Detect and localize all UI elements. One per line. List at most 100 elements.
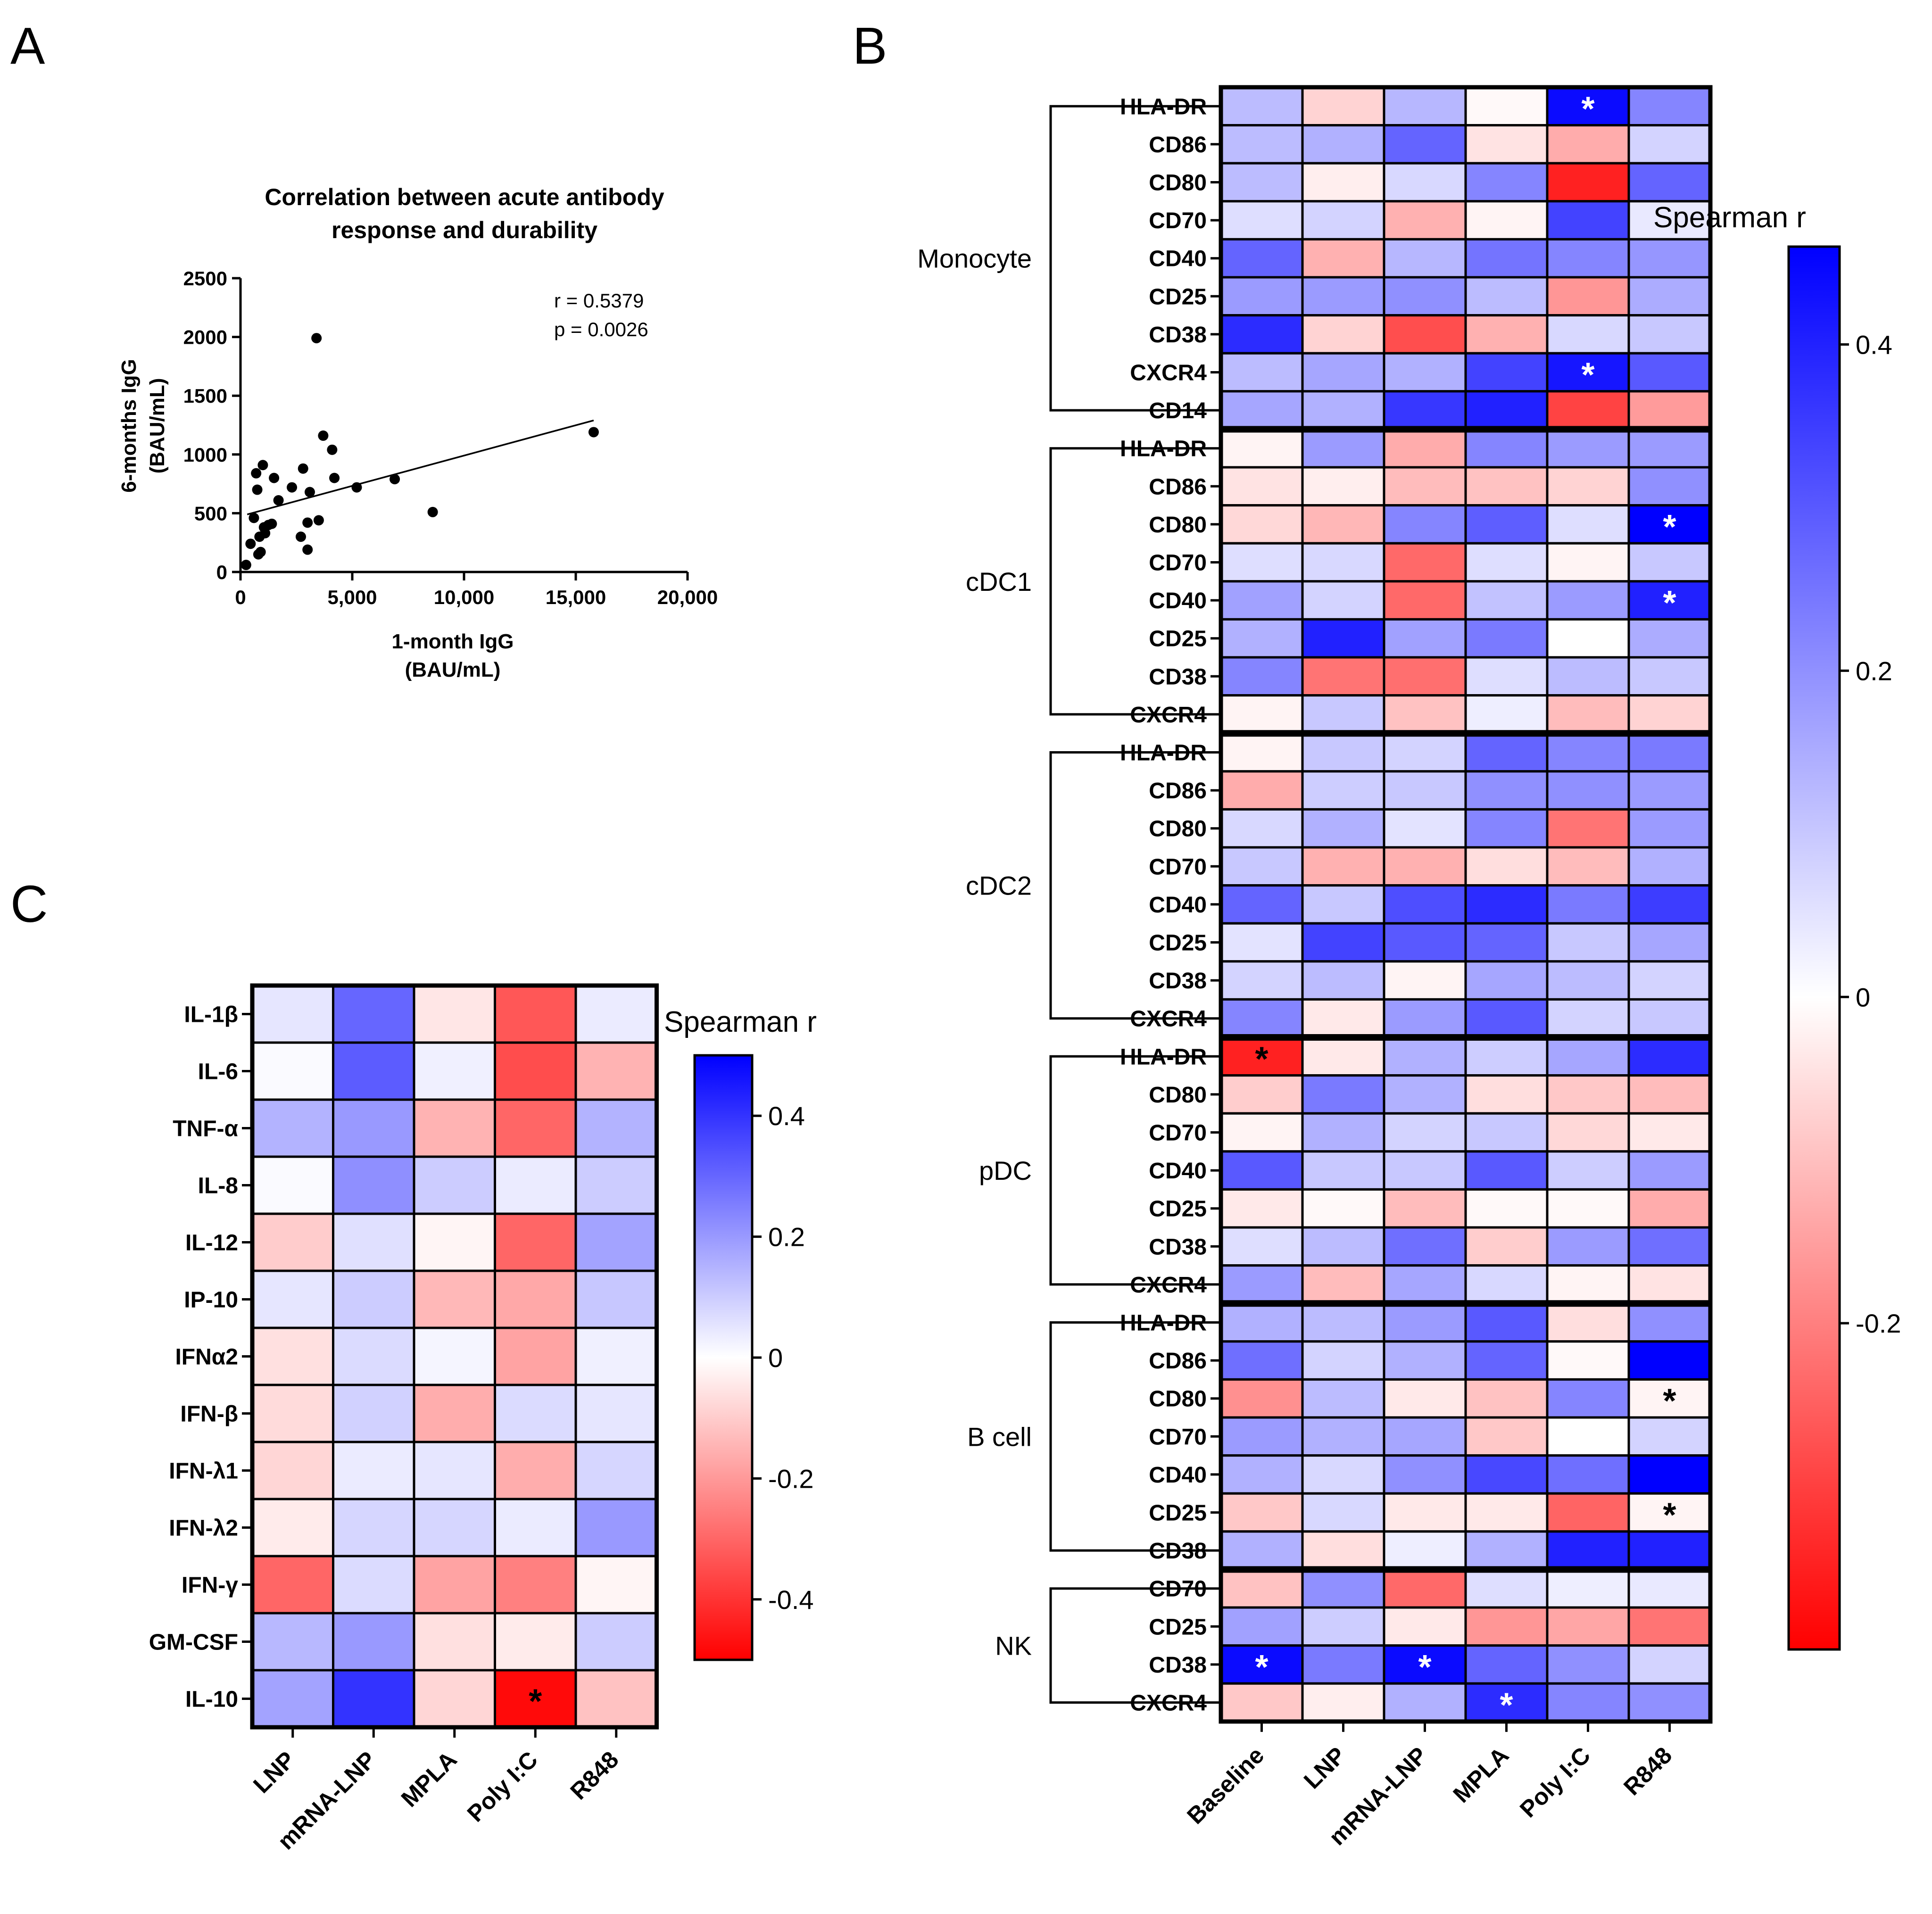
colorbar-tick-label: -0.2 <box>768 1464 814 1493</box>
heatmap-cell <box>1464 1302 1549 1343</box>
column-label: MPLA <box>1448 1742 1514 1808</box>
row-label: CD70 <box>1149 854 1207 879</box>
data-point <box>302 517 313 528</box>
row-label: CD86 <box>1149 779 1207 804</box>
heatmap-cell <box>1627 732 1712 773</box>
data-point <box>588 427 599 438</box>
row-label: CD25 <box>1149 1501 1207 1526</box>
heatmap-cell <box>1301 466 1385 507</box>
heatmap-cell <box>332 1669 415 1729</box>
heatmap-cell <box>1219 1340 1304 1381</box>
heatmap-cell <box>1464 162 1549 203</box>
heatmap-cell <box>1383 1530 1467 1571</box>
heatmap-cell <box>1219 124 1304 165</box>
data-point <box>273 495 284 505</box>
heatmap-cell <box>332 1498 415 1558</box>
heatmap-cell <box>1301 1074 1385 1115</box>
heatmap-cell <box>1464 1340 1549 1381</box>
row-label: CD80 <box>1149 1387 1207 1412</box>
row-label: CD40 <box>1149 1463 1207 1488</box>
heatmap-cell <box>332 1612 415 1672</box>
data-point <box>390 474 400 485</box>
heatmap-b: ******** ** HLA-DRCD86CD80CD70CD40CD25CD3… <box>917 85 1901 1850</box>
heatmap-cell <box>1546 1112 1630 1153</box>
row-label: CD86 <box>1149 474 1207 499</box>
heatmap-cell <box>1464 238 1549 279</box>
heatmap-cell <box>1301 732 1385 773</box>
heatmap-cell <box>494 1326 577 1386</box>
heatmap-cell <box>1383 1302 1467 1343</box>
heatmap-cell <box>1627 808 1712 849</box>
data-point <box>257 460 268 471</box>
heatmap-cell <box>1627 1378 1712 1419</box>
heatmap-cell <box>1546 1150 1630 1191</box>
heatmap-cell <box>1219 1416 1304 1457</box>
heatmap-cell <box>1546 1454 1630 1495</box>
heatmap-cell <box>332 1441 415 1500</box>
heatmap-cell <box>1301 694 1385 735</box>
heatmap-cell <box>574 984 658 1044</box>
heatmap-cell <box>332 1041 415 1101</box>
heatmap-cell <box>251 1326 334 1386</box>
heatmap-cell <box>1301 998 1385 1039</box>
heatmap-cell <box>1301 1644 1385 1685</box>
column-label: R848 <box>565 1746 623 1805</box>
heatmap-cell <box>1464 998 1549 1039</box>
heatmap-cell <box>1627 770 1712 811</box>
heatmap-cell <box>1464 580 1549 621</box>
heatmap-cell <box>574 1098 658 1158</box>
colorbar-b-title: Spearman r <box>1653 201 1806 234</box>
significance-star: * <box>529 1683 542 1721</box>
heatmap-cell <box>1219 1682 1304 1723</box>
panel-label-a: A <box>10 17 45 75</box>
data-point <box>245 539 256 549</box>
heatmap-cell <box>1301 1302 1385 1343</box>
heatmap-cell <box>413 1498 496 1558</box>
heatmap-cell <box>1627 1682 1712 1723</box>
heatmap-cell <box>494 1098 577 1158</box>
heatmap-cell <box>1546 428 1630 469</box>
heatmap-cell <box>1301 846 1385 887</box>
data-point <box>298 463 308 474</box>
heatmap-cell <box>494 1498 577 1558</box>
heatmap-cell <box>1464 1454 1549 1495</box>
column-label: LNP <box>248 1746 300 1798</box>
heatmap-cell <box>1464 1416 1549 1457</box>
row-label: CD38 <box>1149 664 1207 689</box>
heatmap-cell <box>1546 1378 1630 1419</box>
y-tick-label: 1500 <box>183 385 227 407</box>
column-label: MPLA <box>396 1746 462 1812</box>
heatmap-cell <box>1219 162 1304 203</box>
heatmap-cell <box>1219 504 1304 545</box>
x-tick-label: 10,000 <box>434 586 494 608</box>
heatmap-cell <box>1383 846 1467 887</box>
row-label: CD40 <box>1149 893 1207 918</box>
data-point <box>269 472 280 483</box>
row-label: CD80 <box>1149 171 1207 196</box>
panel-label-b: B <box>853 17 887 75</box>
heatmap-cell <box>1301 1492 1385 1533</box>
heatmap-cell <box>332 1555 415 1615</box>
heatmap-cell <box>1219 276 1304 317</box>
heatmap-cell <box>251 1269 334 1329</box>
row-label: CD70 <box>1149 551 1207 576</box>
heatmap-cell <box>1464 656 1549 697</box>
heatmap-cell <box>1383 314 1467 355</box>
significance-star: * <box>1500 1687 1513 1724</box>
heatmap-cell <box>1383 694 1467 735</box>
heatmap-cell <box>1383 770 1467 811</box>
heatmap-cell <box>1464 1378 1549 1419</box>
data-point <box>255 547 266 557</box>
significance-star: * <box>1663 508 1676 546</box>
heatmap-cell <box>1464 1644 1549 1685</box>
heatmap-cell <box>1627 1454 1712 1495</box>
heatmap-cell <box>332 984 415 1044</box>
heatmap-cell <box>1219 922 1304 963</box>
heatmap-cell <box>1301 1606 1385 1647</box>
significance-star: * <box>1663 1497 1676 1534</box>
heatmap-cell <box>494 1041 577 1101</box>
heatmap-cell <box>1464 1074 1549 1115</box>
heatmap-cell <box>494 1612 577 1672</box>
heatmap-cell <box>1546 276 1630 317</box>
heatmap-cell <box>332 1098 415 1158</box>
